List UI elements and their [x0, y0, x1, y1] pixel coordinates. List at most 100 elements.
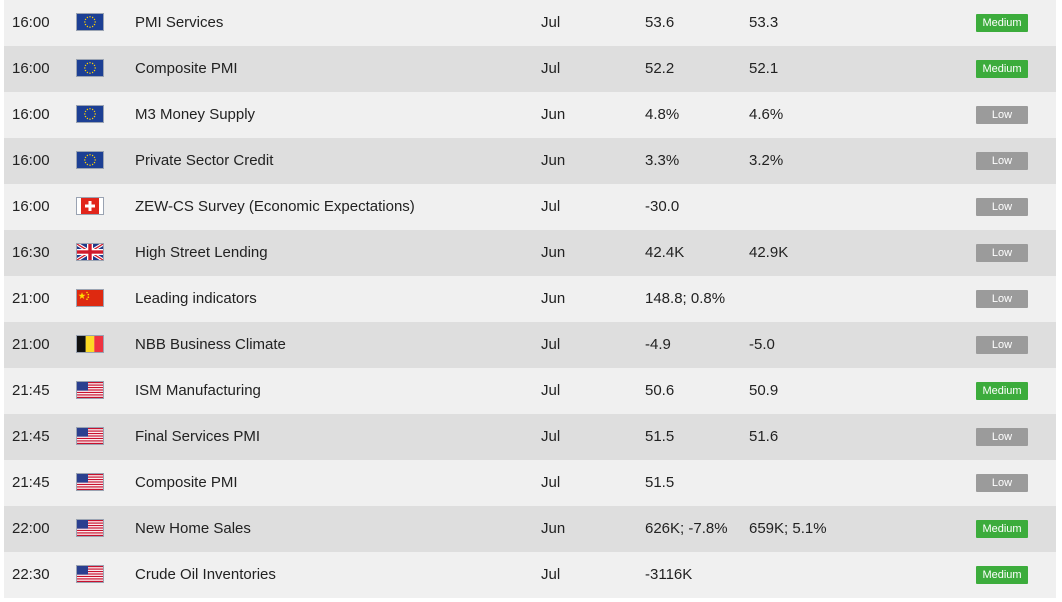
event-name[interactable]: ZEW-CS Survey (Economic Expectations) [135, 198, 415, 215]
event-time: 16:30 [12, 244, 50, 261]
country-flag [76, 46, 104, 92]
importance-badge: Low [976, 474, 1028, 492]
event-actual: 4.8% [645, 106, 680, 123]
importance-badge: Medium [976, 60, 1028, 78]
economic-calendar-table: 16:00 PMI Services Jul 53.6 53.3 Medium … [4, 0, 1056, 598]
event-name[interactable]: Crude Oil Inventories [135, 566, 276, 583]
be-flag-icon [76, 335, 104, 353]
event-previous: 42.9K [749, 244, 789, 261]
event-previous: 53.3 [749, 14, 779, 31]
table-row[interactable]: 21:45 Final Services PMI Jul 51.5 51.6 L… [4, 414, 1056, 460]
event-period: Jul [541, 198, 561, 215]
event-period: Jun [541, 244, 566, 261]
cn-flag-icon [76, 289, 104, 307]
table-row[interactable]: 16:00 ZEW-CS Survey (Economic Expectatio… [4, 184, 1056, 230]
importance-cell: Low [976, 184, 1028, 230]
us-flag-icon [76, 473, 104, 491]
table-row[interactable]: 22:00 New Home Sales Jun 626K; -7.8% 659… [4, 506, 1056, 552]
event-name[interactable]: NBB Business Climate [135, 336, 286, 353]
event-period: Jul [541, 14, 561, 31]
event-time: 21:45 [12, 474, 50, 491]
table-row[interactable]: 21:45 Composite PMI Jul 51.5 Low [4, 460, 1056, 506]
importance-badge: Medium [976, 382, 1028, 400]
importance-badge: Low [976, 336, 1028, 354]
event-period: Jun [541, 106, 566, 123]
event-period: Jul [541, 60, 561, 77]
event-previous: 52.1 [749, 60, 779, 77]
event-actual: -30.0 [645, 198, 680, 215]
country-flag [76, 276, 104, 322]
event-period: Jul [541, 474, 561, 491]
event-time: 21:45 [12, 428, 50, 445]
event-previous: 4.6% [749, 106, 784, 123]
country-flag [76, 506, 104, 552]
us-flag-icon [76, 519, 104, 537]
event-time: 16:00 [12, 14, 50, 31]
event-name[interactable]: Private Sector Credit [135, 152, 274, 169]
us-flag-icon [76, 427, 104, 445]
event-name[interactable]: M3 Money Supply [135, 106, 256, 123]
table-row[interactable]: 21:45 ISM Manufacturing Jul 50.6 50.9 Me… [4, 368, 1056, 414]
importance-cell: Medium [976, 0, 1028, 46]
importance-cell: Low [976, 276, 1028, 322]
country-flag [76, 552, 104, 598]
event-name[interactable]: ISM Manufacturing [135, 382, 261, 399]
event-time: 16:00 [12, 198, 50, 215]
event-previous: 50.9 [749, 382, 779, 399]
importance-cell: Low [976, 460, 1028, 506]
event-name[interactable]: Leading indicators [135, 290, 257, 307]
country-flag [76, 230, 104, 276]
table-row[interactable]: 16:00 M3 Money Supply Jun 4.8% 4.6% Low [4, 92, 1056, 138]
importance-cell: Low [976, 414, 1028, 460]
importance-cell: Medium [976, 368, 1028, 414]
event-time: 21:00 [12, 290, 50, 307]
event-name[interactable]: High Street Lending [135, 244, 268, 261]
us-flag-icon [76, 381, 104, 399]
event-name[interactable]: PMI Services [135, 14, 224, 31]
country-flag [76, 460, 104, 506]
table-row[interactable]: 22:30 Crude Oil Inventories Jul -3116K M… [4, 552, 1056, 598]
eu-flag-icon [76, 59, 104, 77]
event-time: 16:00 [12, 152, 50, 169]
eu-flag-icon [76, 105, 104, 123]
importance-badge: Low [976, 428, 1028, 446]
importance-badge: Low [976, 152, 1028, 170]
event-period: Jun [541, 152, 566, 169]
table-row[interactable]: 16:00 PMI Services Jul 53.6 53.3 Medium [4, 0, 1056, 46]
event-actual: 148.8; 0.8% [645, 290, 726, 307]
importance-cell: Medium [976, 46, 1028, 92]
event-time: 22:00 [12, 520, 50, 537]
importance-badge: Low [976, 244, 1028, 262]
country-flag [76, 414, 104, 460]
event-name[interactable]: Final Services PMI [135, 428, 261, 445]
event-name[interactable]: Composite PMI [135, 60, 238, 77]
event-period: Jul [541, 382, 561, 399]
event-previous: 51.6 [749, 428, 779, 445]
event-time: 21:45 [12, 382, 50, 399]
importance-cell: Low [976, 138, 1028, 184]
event-name[interactable]: New Home Sales [135, 520, 251, 537]
importance-badge: Low [976, 198, 1028, 216]
event-period: Jun [541, 520, 566, 537]
event-actual: 626K; -7.8% [645, 520, 728, 537]
event-period: Jul [541, 336, 561, 353]
table-row[interactable]: 16:00 Private Sector Credit Jun 3.3% 3.2… [4, 138, 1056, 184]
event-actual: 42.4K [645, 244, 685, 261]
event-previous: -5.0 [749, 336, 775, 353]
event-actual: -3116K [645, 566, 693, 583]
importance-cell: Medium [976, 506, 1028, 552]
event-previous: 3.2% [749, 152, 784, 169]
event-time: 16:00 [12, 60, 50, 77]
importance-cell: Low [976, 230, 1028, 276]
importance-cell: Low [976, 322, 1028, 368]
table-row[interactable]: 21:00 Leading indicators Jun 148.8; 0.8%… [4, 276, 1056, 322]
ch-flag-icon [76, 197, 104, 215]
table-row[interactable]: 16:30 High Street Lending Jun 42.4K 42.9… [4, 230, 1056, 276]
event-name[interactable]: Composite PMI [135, 474, 238, 491]
table-row[interactable]: 21:00 NBB Business Climate Jul -4.9 -5.0… [4, 322, 1056, 368]
table-row[interactable]: 16:00 Composite PMI Jul 52.2 52.1 Medium [4, 46, 1056, 92]
country-flag [76, 138, 104, 184]
country-flag [76, 0, 104, 46]
event-actual: 52.2 [645, 60, 675, 77]
event-actual: 50.6 [645, 382, 675, 399]
